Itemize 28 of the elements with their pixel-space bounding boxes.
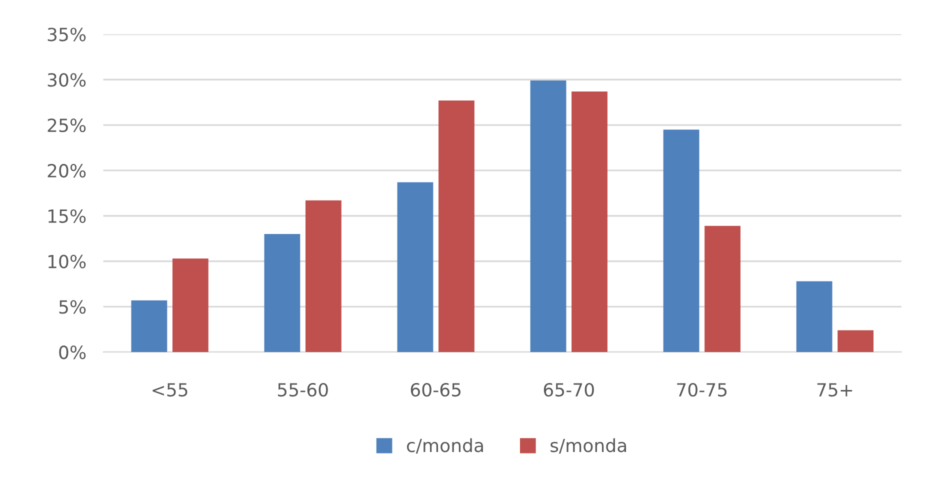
legend-label: c/monda	[406, 438, 483, 454]
y-tick-label: 25%	[48, 118, 86, 132]
bar	[796, 281, 832, 352]
bar	[438, 100, 474, 352]
x-tick-label: <55	[152, 383, 188, 397]
bar	[305, 200, 342, 352]
y-tick-label: 35%	[48, 28, 86, 42]
bar	[838, 330, 874, 352]
y-tick-label: 20%	[48, 164, 86, 178]
y-tick-label: 15%	[48, 209, 86, 223]
x-tick-label: 60-65	[410, 382, 461, 397]
bar	[264, 234, 300, 352]
legend-label: s/monda	[550, 438, 626, 454]
y-tick-label: 30%	[48, 73, 86, 87]
bar	[663, 130, 700, 352]
y-tick-label: 10%	[48, 254, 86, 268]
x-tick-label: 70-75	[677, 382, 727, 397]
bar	[530, 80, 566, 352]
x-tick-label: 75+	[817, 383, 852, 397]
bar	[572, 91, 608, 352]
bar	[397, 182, 434, 352]
bar	[172, 258, 208, 352]
bar	[131, 300, 168, 352]
x-tick-label: 65-70	[544, 382, 594, 397]
y-tick-label: 0%	[59, 346, 86, 360]
bar	[704, 226, 740, 352]
x-tick-label: 55-60	[278, 382, 328, 397]
y-tick-label: 5%	[59, 300, 86, 314]
